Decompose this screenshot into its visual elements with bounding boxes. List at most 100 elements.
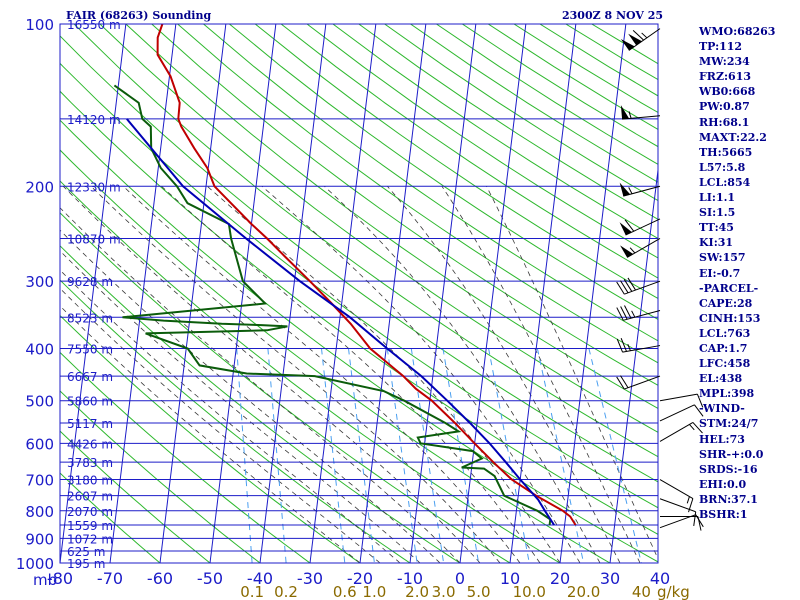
sounding-title: FAIR (68263) Sounding	[66, 9, 212, 22]
moist-adiabat-line	[161, 186, 541, 563]
isotherm-line	[209, 24, 277, 563]
height-label: 195 m	[67, 557, 105, 571]
pressure-tick-label: 400	[25, 341, 54, 359]
wind-barb-feather	[623, 279, 633, 292]
wind-barb-staff	[623, 309, 661, 321]
wind-barb	[619, 218, 661, 236]
temperature-tick-label: 40	[650, 569, 670, 588]
wind-barb-feather	[696, 393, 704, 408]
temperature-tick-label: -40	[247, 569, 273, 588]
height-label: 5860 m	[67, 395, 113, 409]
wind-barb-feather	[624, 305, 632, 319]
height-label: 3180 m	[67, 474, 113, 488]
height-label: 2070 m	[67, 505, 113, 519]
wind-barb	[659, 514, 704, 529]
temperature-tick-label: 20	[550, 569, 570, 588]
index-entry: EL:438	[699, 372, 743, 386]
wind-barb-feather	[616, 338, 624, 353]
wind-barb-feather	[624, 219, 635, 232]
index-entry: LFC:458	[699, 357, 751, 371]
isotherm-line	[159, 24, 227, 563]
mixing-ratio-label: 5.0	[467, 583, 491, 600]
temperature-tick-label: 0	[455, 569, 465, 588]
wind-barb-feather	[620, 280, 629, 294]
height-label: 12330 m	[67, 180, 121, 194]
index-entry: BSHR:1	[699, 508, 748, 521]
height-label: 10870 m	[67, 232, 121, 246]
temperature-tick-label: 30	[600, 569, 620, 588]
index-entry: KI:31	[699, 236, 734, 250]
height-label: 8523 m	[67, 311, 113, 325]
mixing-ratio-label: 2.0	[405, 583, 429, 600]
moist-adiabat-line	[60, 269, 401, 563]
mixing-ratio-label: 10.0	[513, 583, 546, 600]
pressure-tick-label: 800	[25, 503, 54, 521]
moist-adiabat-line	[60, 305, 361, 563]
isotherm-line	[459, 24, 527, 563]
wind-barb-flag	[628, 33, 642, 46]
wind-barb	[619, 182, 661, 197]
wind-barb-staff	[659, 393, 698, 402]
isotherm-line	[60, 24, 127, 563]
index-entry: SI:1.5	[699, 206, 736, 220]
isotherm-line	[109, 24, 177, 563]
moist-adiabat-line	[60, 207, 461, 563]
index-entry: SW:157	[699, 251, 746, 265]
index-entry: L57:5.8	[699, 160, 746, 174]
wind-barb-feather	[692, 422, 703, 434]
index-entry: TH:5665	[699, 145, 753, 159]
wind-barb-staff	[659, 498, 696, 513]
pressure-tick-label: 700	[25, 472, 54, 490]
wind-barb-staff	[659, 479, 694, 499]
index-entry: WMO:68263	[699, 25, 776, 38]
wind-barb-flag	[619, 222, 632, 235]
temperature-tick-label: -70	[97, 569, 123, 588]
height-label: 6667 m	[67, 370, 113, 384]
index-entry: PW:0.87	[699, 100, 750, 114]
wind-barb-feather	[616, 281, 625, 295]
index-entry: BRN:37.1	[699, 492, 758, 506]
wind-barb	[659, 498, 697, 527]
index-entry: HEL:73	[699, 432, 745, 446]
moist-adiabat-line	[60, 250, 421, 563]
isotherm-line	[309, 24, 377, 563]
index-entry: SHR-+:0.0	[699, 447, 764, 461]
wind-barb-staff	[624, 375, 661, 390]
wind-barb-staff	[659, 404, 695, 422]
mixing-ratio-lines	[236, 348, 642, 563]
pressure-tick-label: 600	[25, 435, 54, 453]
wind-barb-feather	[616, 376, 625, 390]
index-entry: MW:234	[699, 55, 750, 69]
wind-barb-half-feather	[627, 343, 631, 351]
wind-barb-half-feather	[628, 187, 633, 194]
wind-barb-half-feather	[689, 424, 695, 431]
temperature-tick-label: -80	[47, 569, 73, 588]
isotherm-line	[359, 24, 427, 563]
wind-barb	[659, 393, 704, 408]
index-entry: -PARCEL-	[699, 281, 759, 295]
wind-barb-half-feather	[629, 247, 636, 254]
index-entry: WB0:668	[699, 85, 756, 99]
wind-barb	[620, 28, 661, 51]
mixing-ratio-unit: g/kg	[657, 583, 690, 600]
mixing-ratio-label: 0.2	[274, 583, 298, 600]
index-entry: CAPE:28	[699, 296, 753, 310]
height-label: 16550 m	[67, 18, 121, 32]
pressure-tick-label: 200	[25, 178, 54, 196]
isotherm-line	[609, 166, 658, 563]
index-entry: -WIND-	[699, 402, 745, 416]
wind-barb-flag	[620, 105, 630, 120]
isotherm-line	[509, 24, 577, 563]
pressure-tick-label: 500	[25, 393, 54, 411]
height-label: 14120 m	[67, 113, 121, 127]
wind-barb-feather	[620, 375, 629, 388]
mixing-ratio-line	[236, 348, 253, 563]
wind-barb-flag	[620, 39, 635, 51]
height-label: 5117 m	[67, 417, 113, 431]
wind-barb-half-feather	[628, 111, 632, 119]
index-entry: MAXT:22.2	[699, 130, 767, 144]
wind-barb-half-feather	[641, 32, 648, 39]
wind-barb	[620, 238, 661, 258]
mixing-ratio-labels: 0.1 0.2 0.6 1.0 2.0 3.0 5.0 10.0 20.0 40	[240, 583, 651, 600]
